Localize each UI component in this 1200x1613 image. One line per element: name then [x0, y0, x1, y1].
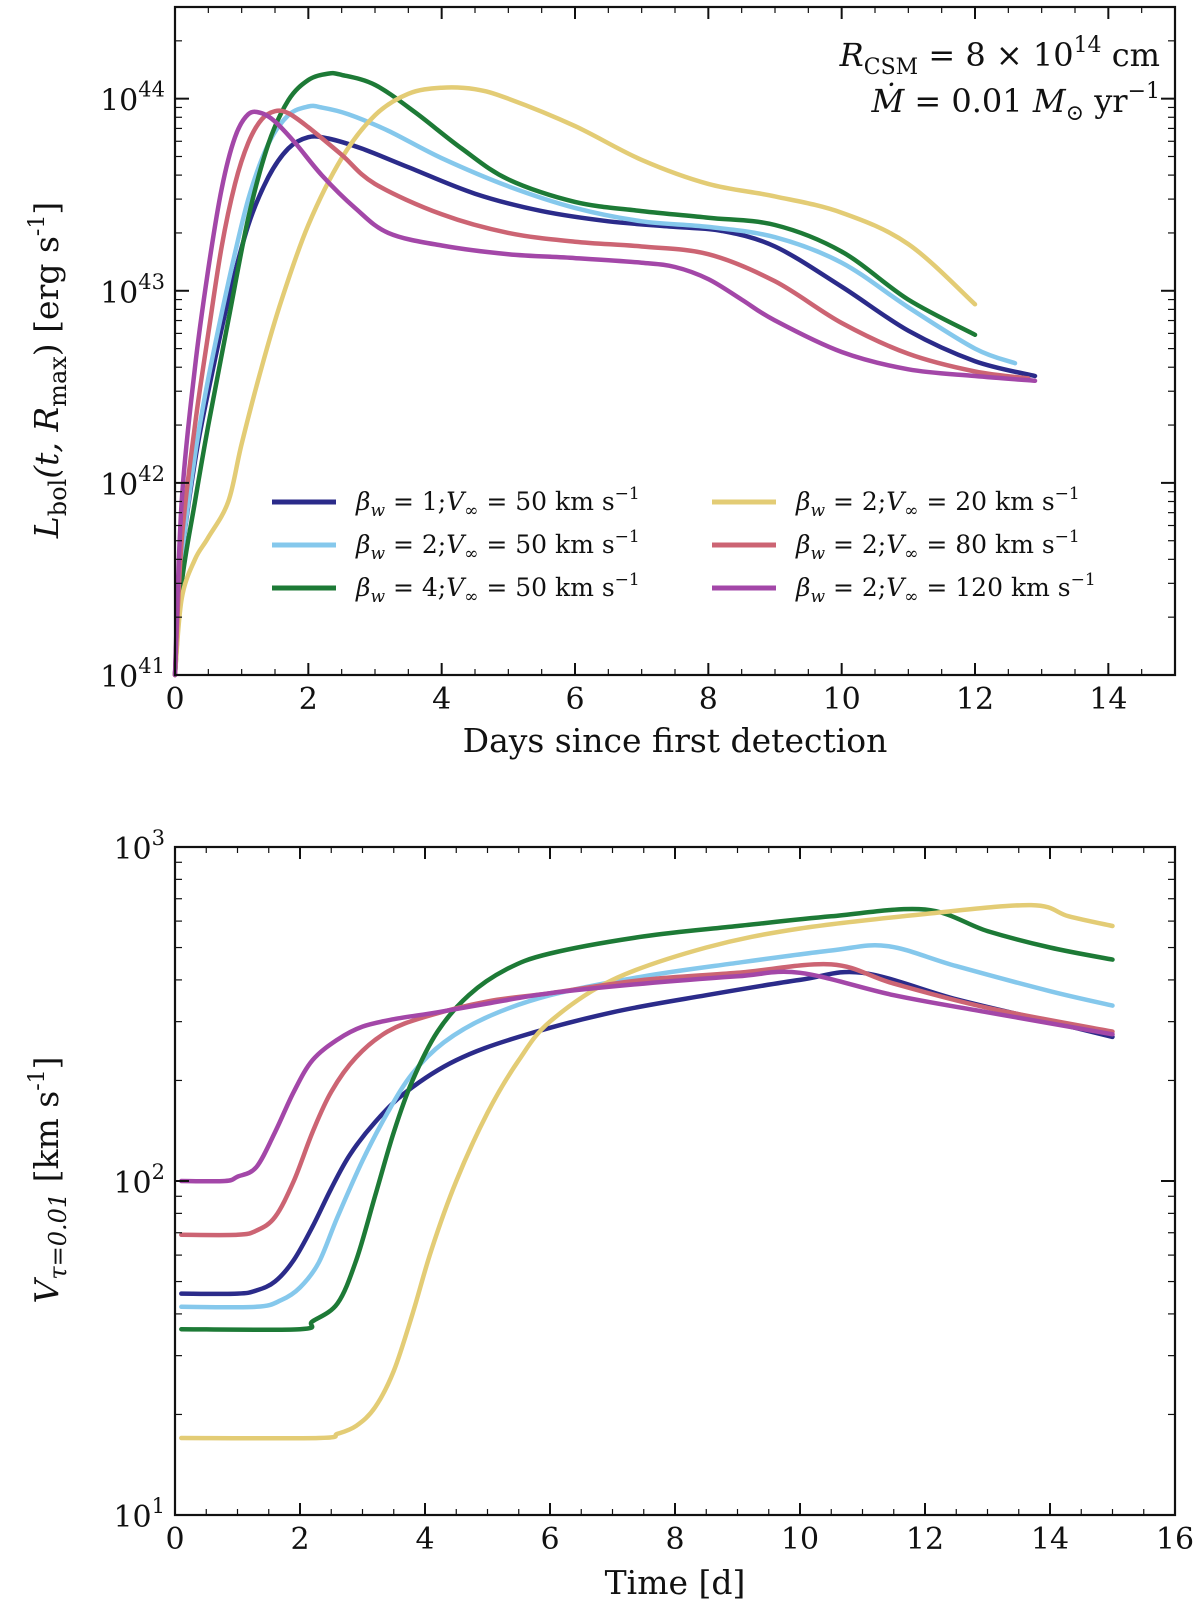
bottom-panel: 0 2 4 6 8 10 12 14 16 101 102 103 Time [d] Vτ=0.01 …	[25, 826, 1194, 1602]
annotation-mdot: Ṁ = 0.01 M⊙ yr−1	[870, 79, 1160, 126]
top-x-tick-label: 4	[432, 682, 451, 717]
bottom-series-line-3	[179, 906, 1115, 1333]
bottom-series-line-4	[179, 902, 1115, 1441]
top-ticks: 0 2 4 6 8 10 12 14 1041 1042 1043 1044	[100, 7, 1176, 717]
top-y-axis-title: Lbol(t, Rmax) [erg s-1]	[25, 202, 72, 539]
top-series-line-1	[172, 134, 1038, 678]
top-panel: 0 2 4 6 8 10 12 14 1041 1042 1043 1044 Days since f…	[25, 5, 1177, 760]
top-x-tick-label: 6	[565, 682, 584, 717]
top-series-line-3	[172, 70, 978, 678]
bottom-y-tick-label: 101	[113, 1494, 165, 1535]
bottom-x-axis-title: Time [d]	[605, 1563, 746, 1602]
bottom-x-tick-label: 4	[415, 1522, 434, 1557]
top-series-line-4	[172, 85, 978, 678]
top-series-group	[172, 70, 1038, 678]
bottom-x-tick-label: 2	[290, 1522, 309, 1557]
annotation-rcsm: RCSM = 8 × 1014 cm	[839, 33, 1160, 80]
bottom-series-line-6	[179, 969, 1115, 1184]
legend-label-1: βw = 1;V∞ = 50 km s−1	[355, 484, 640, 521]
legend-label-2: βw = 2;V∞ = 50 km s−1	[355, 527, 640, 564]
legend: βw = 1;V∞ = 50 km s−1 βw = 2;V∞ = 50 km s…	[272, 484, 1096, 607]
bottom-x-tick-label: 8	[665, 1522, 684, 1557]
top-series-line-5	[172, 108, 1031, 678]
top-x-tick-label: 12	[956, 682, 994, 717]
bottom-plot-frame	[173, 845, 1177, 1517]
top-x-tick-label: 2	[299, 682, 318, 717]
legend-label-6: βw = 2;V∞ = 120 km s−1	[795, 570, 1096, 607]
bottom-y-tick-label: 103	[113, 826, 165, 867]
top-series-line-2	[172, 103, 1018, 678]
bottom-ticks: 0 2 4 6 8 10 12 14 16 101 102 103	[113, 826, 1194, 1557]
bottom-x-tick-label: 10	[781, 1522, 819, 1557]
top-y-tick-label: 1041	[100, 654, 165, 695]
top-x-tick-label: 8	[699, 682, 718, 717]
top-y-tick-label: 1044	[100, 78, 165, 119]
bottom-x-tick-label: 12	[906, 1522, 944, 1557]
top-y-tick-label: 1043	[100, 270, 165, 311]
bottom-x-tick-label: 16	[1156, 1522, 1194, 1557]
bottom-x-tick-label: 0	[165, 1522, 184, 1557]
legend-label-3: βw = 4;V∞ = 50 km s−1	[355, 570, 640, 607]
bottom-x-tick-label: 6	[540, 1522, 559, 1557]
top-x-axis-title: Days since first detection	[463, 721, 888, 760]
bottom-series-line-2	[179, 943, 1115, 1310]
top-x-tick-label: 14	[1089, 682, 1127, 717]
bottom-y-axis-title: Vτ=0.01 [km s-1]	[25, 1056, 72, 1303]
bottom-series-line-1	[179, 969, 1115, 1297]
top-series-line-6	[172, 109, 1038, 678]
legend-label-5: βw = 2;V∞ = 80 km s−1	[795, 527, 1080, 564]
bottom-series-group	[179, 902, 1115, 1441]
top-y-tick-label: 1042	[100, 462, 165, 503]
top-x-tick-label: 0	[165, 682, 184, 717]
bottom-x-tick-label: 14	[1031, 1522, 1069, 1557]
legend-label-4: βw = 2;V∞ = 20 km s−1	[795, 484, 1080, 521]
top-x-tick-label: 10	[823, 682, 861, 717]
bottom-y-tick-label: 102	[113, 1160, 165, 1201]
